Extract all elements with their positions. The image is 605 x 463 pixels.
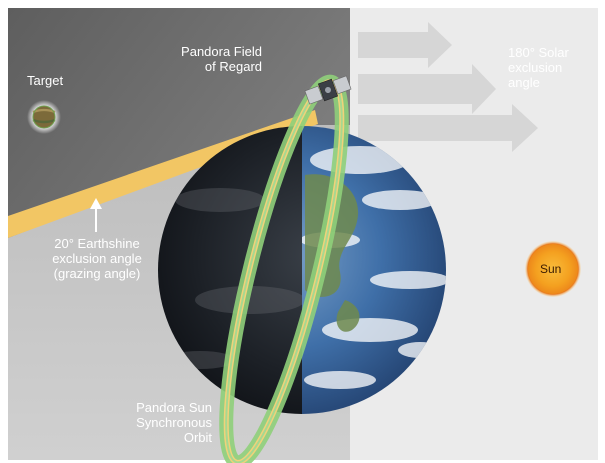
target-label: Target xyxy=(27,73,87,88)
orbit-line-1: Pandora Sun xyxy=(136,400,212,415)
satellite-icon xyxy=(304,75,352,105)
solar-exclusion-line-1: 180° Solar xyxy=(508,45,569,60)
solar-arrow-1 xyxy=(358,22,452,68)
solar-exclusion-label: 180° Solar exclusion angle xyxy=(508,45,598,90)
orbit-line-2: Synchronous xyxy=(136,415,212,430)
sun-icon xyxy=(525,241,581,297)
solar-direction-arrows xyxy=(358,22,538,152)
earthshine-line-2: exclusion angle xyxy=(52,251,142,266)
field-of-regard-line-2: of Regard xyxy=(204,59,262,74)
target-label-text: Target xyxy=(27,73,64,88)
earthshine-line-3: (grazing angle) xyxy=(53,266,141,281)
earthshine-exclusion-label: 20° Earthshine exclusion angle (grazing … xyxy=(38,236,156,281)
target-planet-icon xyxy=(27,100,61,134)
field-of-regard-label: Pandora Field of Regard xyxy=(150,44,262,74)
earthshine-pointer-arrow xyxy=(90,198,102,232)
orbit-line-3: Orbit xyxy=(183,430,212,445)
orbit-label: Pandora Sun Synchronous Orbit xyxy=(110,400,212,445)
field-of-regard-line-1: Pandora Field xyxy=(181,44,262,59)
solar-exclusion-line-2: exclusion xyxy=(508,60,563,75)
solar-exclusion-line-3: angle xyxy=(508,75,540,90)
sun-label: Sun xyxy=(540,262,570,277)
solar-arrow-2 xyxy=(358,64,496,114)
solar-arrow-3 xyxy=(358,104,538,152)
earthshine-line-1: 20° Earthshine xyxy=(54,236,140,251)
sun-label-text: Sun xyxy=(540,262,562,276)
